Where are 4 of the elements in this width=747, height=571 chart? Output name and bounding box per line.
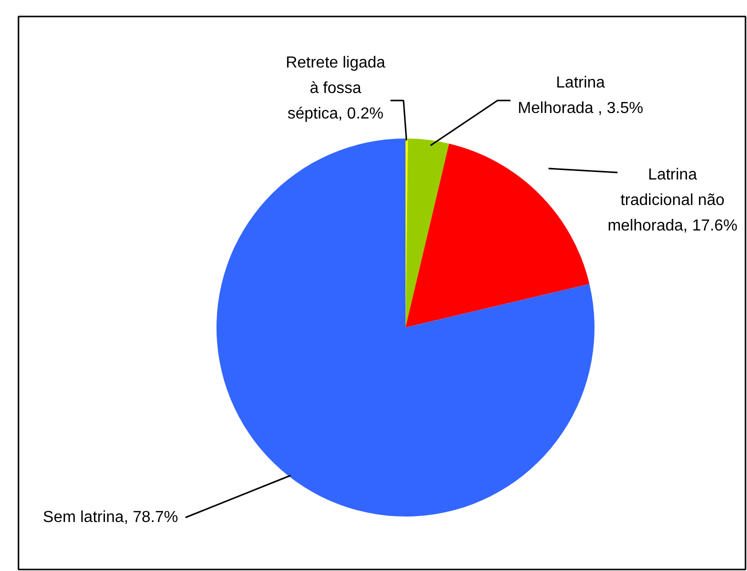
slice-label: Retrete ligada à fossa séptica, 0.2% [286,54,386,122]
slice-label: Latrina Melhorada , 3.5% [518,74,644,117]
slice-label: Sem latrina, 78.7% [42,509,178,526]
slice-label: Latrina tradicional não melhorada, 17.6% [608,166,738,234]
